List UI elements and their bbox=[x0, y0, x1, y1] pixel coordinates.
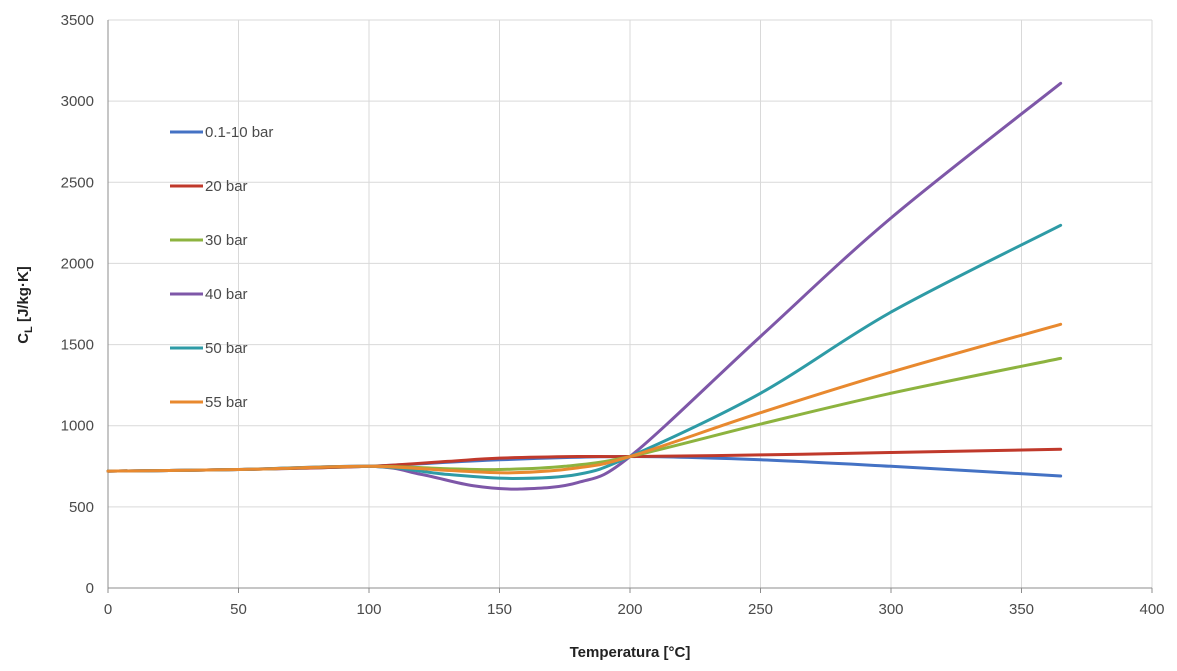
series-line-40-bar bbox=[106, 81, 1063, 491]
legend-label-50-bar: 50 bar bbox=[205, 340, 248, 357]
legend-label-0-1-10-bar: 0.1-10 bar bbox=[205, 124, 273, 141]
x-tick-label: 0 bbox=[104, 601, 112, 618]
series-line-30-bar bbox=[106, 356, 1063, 473]
series-lines bbox=[106, 81, 1063, 491]
y-tick-label: 1500 bbox=[61, 337, 94, 354]
y-tick-label: 2500 bbox=[61, 174, 94, 191]
y-axis-title-unit: [J/kg·K] bbox=[15, 266, 32, 326]
legend: 0.1-10 bar 20 bar 30 bar 40 bar 50 bar 55 bar bbox=[170, 124, 273, 411]
x-tick-label: 50 bbox=[230, 601, 247, 618]
y-axis-title-main: C bbox=[15, 333, 32, 344]
y-tick-label: 3500 bbox=[61, 12, 94, 29]
y-tick-label: 2000 bbox=[61, 255, 94, 272]
y-axis-title-subscript: L bbox=[23, 326, 35, 333]
x-tick-label: 350 bbox=[1009, 601, 1034, 618]
x-tick-label: 200 bbox=[617, 601, 642, 618]
y-tick-label: 500 bbox=[69, 499, 94, 516]
x-axis-title: Temperatura [°C] bbox=[570, 644, 691, 661]
y-tick-label: 3000 bbox=[61, 93, 94, 110]
legend-label-30-bar: 30 bar bbox=[205, 232, 248, 249]
x-tick-label: 150 bbox=[487, 601, 512, 618]
x-tick-label: 300 bbox=[878, 601, 903, 618]
y-tick-label: 0 bbox=[86, 580, 94, 597]
y-tick-label: 1000 bbox=[61, 418, 94, 435]
grid-lines bbox=[108, 19, 1153, 588]
x-tick-label: 100 bbox=[356, 601, 381, 618]
legend-label-40-bar: 40 bar bbox=[205, 286, 248, 303]
axes: 0 500 1000 1500 2000 2500 3000 3500 0 50 100 150 200… bbox=[61, 12, 1165, 618]
legend-label-55-bar: 55 bar bbox=[205, 394, 248, 411]
y-axis-title: CL [J/kg·K] bbox=[15, 266, 35, 344]
legend-label-20-bar: 20 bar bbox=[205, 178, 248, 195]
x-tick-label: 250 bbox=[748, 601, 773, 618]
x-tick-label: 400 bbox=[1139, 601, 1164, 618]
series-line-55-bar bbox=[106, 322, 1063, 475]
